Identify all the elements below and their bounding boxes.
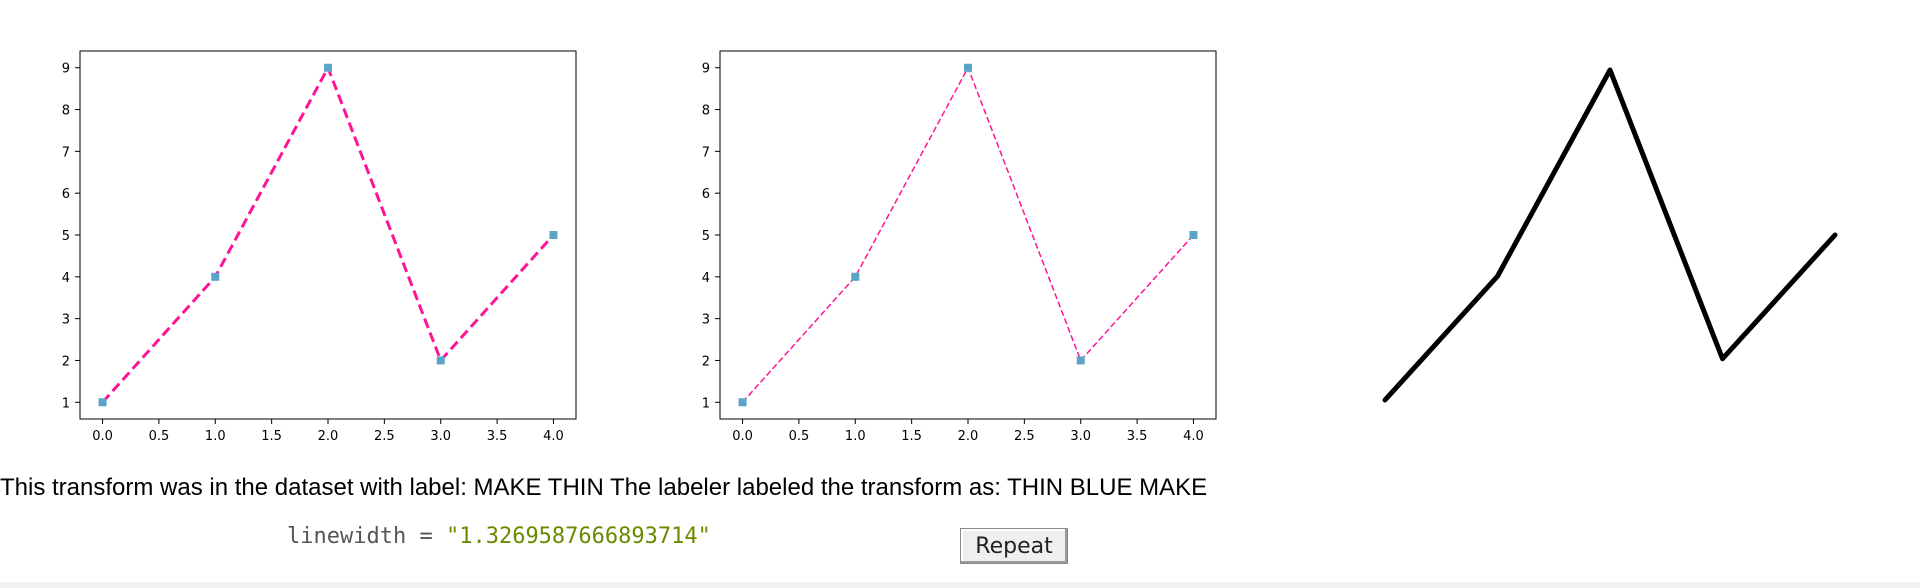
data-point: [738, 398, 747, 407]
param-operator: =: [406, 524, 446, 549]
x-tick-label: 4.0: [1183, 429, 1204, 444]
data-point: [436, 356, 445, 365]
param-name: linewidth: [287, 524, 407, 549]
x-tick-label: 3.5: [1127, 429, 1148, 444]
y-tick-label: 9: [62, 62, 70, 77]
data-point: [211, 272, 220, 281]
y-tick-label: 4: [702, 271, 710, 286]
plot-frame: [719, 50, 1217, 420]
chart-original-svg: 0.0 0.5 1.0 1.5 2.0 2.5 3.0 3.5 4.0 1 2 3 4 5 6 7 8 9: [62, 50, 577, 444]
x-tick-label: 1.0: [205, 429, 226, 444]
y-tick-label: 4: [62, 271, 70, 286]
repeat-button[interactable]: Repeat: [960, 528, 1068, 564]
x-tick-label: 0.0: [92, 429, 113, 444]
data-point: [964, 63, 972, 72]
data-point: [324, 63, 332, 72]
x-tick-label: 1.5: [901, 429, 922, 444]
y-tick-label: 3: [62, 313, 70, 328]
y-tick-label: 8: [62, 104, 70, 119]
y-tick-label: 2: [62, 354, 70, 369]
y-tick-label: 2: [702, 354, 710, 369]
y-tick-label: 1: [62, 396, 70, 411]
x-tick-label: 0.0: [732, 429, 753, 444]
sketch-line: [1382, 67, 1838, 403]
y-tick-label: 7: [702, 145, 710, 160]
y-tick-label: 7: [62, 145, 70, 160]
data-point: [549, 231, 558, 239]
chart-transformed: 0.0 0.5 1.0 1.5 2.0 2.5 3.0 3.5 4.0 1 2 3 4 5 6 7 8 9: [640, 0, 1240, 460]
y-tick-label: 5: [62, 229, 70, 244]
y-tick-label: 5: [702, 229, 710, 244]
x-tick-label: 2.0: [958, 429, 979, 444]
series-line: [101, 64, 555, 404]
hand-sketch: [1350, 50, 1870, 420]
x-tick-label: 0.5: [149, 429, 170, 444]
hand-sketch-svg: [1382, 67, 1838, 403]
x-tick-label: 3.5: [487, 429, 508, 444]
x-tick-label: 2.5: [374, 429, 395, 444]
data-point: [1076, 356, 1085, 365]
plot-frame: [79, 50, 577, 420]
x-tick-label: 3.0: [1070, 429, 1091, 444]
x-tick-label: 1.5: [261, 429, 282, 444]
y-tick-label: 3: [702, 313, 710, 328]
y-tick-label: 1: [702, 396, 710, 411]
x-tick-label: 1.0: [845, 429, 866, 444]
bottom-bar: [0, 582, 1920, 588]
chart-original: 0.0 0.5 1.0 1.5 2.0 2.5 3.0 3.5 4.0 1 2 3 4 5 6 7 8 9: [0, 0, 600, 460]
series-line: [741, 65, 1195, 403]
chart-transformed-svg: 0.0 0.5 1.0 1.5 2.0 2.5 3.0 3.5 4.0 1 2 3 4 5 6 7 8 9: [702, 50, 1217, 444]
data-point: [851, 272, 860, 281]
x-tick-label: 0.5: [789, 429, 810, 444]
y-tick-label: 9: [702, 62, 710, 77]
x-tick-label: 2.5: [1014, 429, 1035, 444]
code-line: linewidth = "1.3269587666893714": [287, 524, 711, 549]
data-point: [98, 398, 107, 407]
y-tick-label: 6: [702, 187, 710, 202]
y-tick-label: 6: [62, 187, 70, 202]
param-value: "1.3269587666893714": [445, 524, 711, 549]
y-tick-label: 8: [702, 104, 710, 119]
data-point: [1189, 231, 1198, 239]
x-tick-label: 4.0: [543, 429, 564, 444]
transform-caption: This transform was in the dataset with l…: [0, 474, 1208, 501]
x-tick-label: 3.0: [430, 429, 451, 444]
x-tick-label: 2.0: [318, 429, 339, 444]
